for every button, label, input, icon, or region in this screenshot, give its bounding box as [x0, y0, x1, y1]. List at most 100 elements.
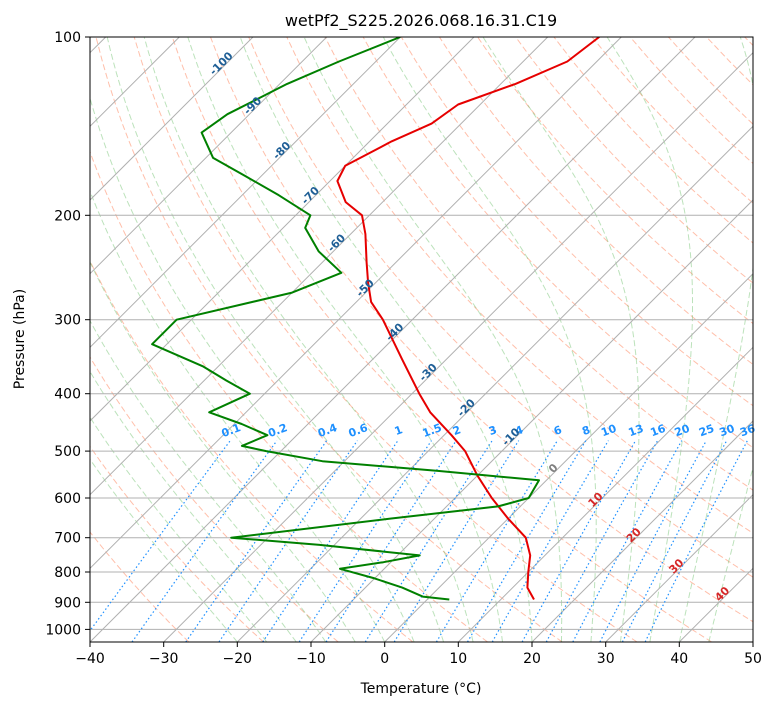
x-tick-label: 50 — [744, 651, 762, 667]
moist-adiabat-line — [90, 370, 297, 642]
mixing-ratio-line — [298, 440, 432, 642]
dry-adiabat-line — [90, 531, 190, 642]
y-tick-label: 100 — [54, 30, 81, 46]
x-axis-label: Temperature (°C) — [360, 681, 482, 697]
mixing-ratio-label: 0.1 — [220, 421, 243, 440]
axis-ticks: −40 −30 −20 −10 0 10 20 30 40 5010020030040050060… — [45, 30, 762, 667]
mixing-ratio-label: 6 — [552, 423, 564, 438]
x-tick-label: −30 — [149, 651, 179, 667]
x-tick-label: 20 — [523, 651, 541, 667]
mixing-ratio-line — [262, 440, 399, 642]
dry-adiabat-line — [95, 37, 563, 642]
mixing-ratio-label: 0.2 — [266, 421, 289, 440]
y-tick-label: 700 — [54, 531, 81, 547]
dry-adiabat-line — [90, 150, 488, 642]
sounding-profiles — [151, 37, 600, 601]
mixing-ratio-label: 10 — [599, 422, 618, 440]
dry-adiabat-line — [438, 37, 753, 366]
x-tick-label: 30 — [597, 651, 615, 667]
dry-adiabat-line — [90, 445, 264, 642]
mixing-ratio-label: 16 — [649, 422, 668, 440]
chart-title: wetPf2_S225.2026.068.16.31.C19 — [285, 11, 557, 31]
moist-adiabat-line — [303, 37, 563, 642]
isotherm-line — [457, 346, 753, 642]
x-tick-label: −20 — [223, 651, 253, 667]
isotherm-line — [752, 641, 753, 642]
isotherm-line — [90, 37, 328, 275]
plot-frame — [89, 36, 754, 643]
dewpoint-profile-line — [151, 37, 540, 601]
mixing-ratio-line — [90, 440, 231, 632]
mixing-ratio-label: 0.4 — [316, 421, 339, 440]
dry-adiabat-line — [90, 356, 339, 642]
moist-adiabat-line — [382, 37, 597, 642]
x-tick-label: −40 — [75, 651, 105, 667]
mixing-ratio-line — [644, 440, 748, 642]
mixing-ratio-line — [131, 440, 278, 642]
y-tick-label: 600 — [54, 491, 81, 507]
y-tick-label: 300 — [54, 313, 81, 329]
moist-adiabat-line — [90, 260, 356, 642]
temperature-profile-line — [336, 37, 600, 600]
mixing-ratio-line — [393, 440, 520, 642]
mixing-ratio-label: 30 — [718, 422, 737, 440]
mixing-ratio-label: 1.5 — [421, 421, 444, 440]
moist-adiabat-line — [239, 37, 533, 642]
moist-adiabat-line — [106, 37, 445, 642]
dry-adiabat-line — [400, 37, 753, 407]
y-tick-label: 1000 — [45, 622, 81, 638]
dry-adiabat-line — [210, 37, 753, 623]
mixing-ratio-label: 25 — [697, 422, 716, 439]
mixing-ratio-label: 4 — [513, 423, 525, 438]
x-tick-label: 0 — [380, 651, 389, 667]
y-axis-label: Pressure (hPa) — [12, 289, 28, 389]
mixing-ratio-line — [435, 440, 558, 642]
moist-adiabat-line — [90, 189, 386, 642]
moist-adiabat-line — [482, 37, 640, 642]
mixing-ratio-label: 8 — [580, 423, 592, 438]
background-lines — [90, 37, 753, 642]
mixing-ratio-label: 3 — [487, 423, 499, 438]
mixing-ratio-label: 2 — [451, 423, 463, 438]
isotherm-line — [310, 199, 753, 642]
mixing-ratio-line — [491, 440, 609, 642]
mixing-ratio-line — [185, 440, 328, 642]
isotherm-line — [90, 37, 622, 570]
mixing-ratio-line — [572, 440, 683, 642]
moist-adiabat-line — [187, 37, 503, 642]
x-tick-label: 10 — [449, 651, 467, 667]
dry-adiabat-line — [133, 37, 638, 642]
isotherm-line — [531, 420, 753, 642]
y-tick-label: 200 — [54, 208, 81, 224]
moist-adiabat-line — [90, 458, 238, 642]
mixing-ratio-label: 13 — [627, 422, 646, 439]
moist-adiabat-line — [143, 37, 474, 642]
dry-adiabat-line — [515, 37, 753, 284]
mixing-ratio-label: 20 — [673, 422, 692, 440]
isotherm-line — [236, 125, 753, 642]
mixing-ratio-line — [364, 440, 493, 642]
moist-adiabat-line — [678, 37, 753, 642]
isotherm-line — [384, 272, 753, 642]
y-tick-label: 800 — [54, 565, 81, 581]
mixing-ratio-line — [545, 440, 659, 642]
isotherm-line — [90, 37, 401, 349]
plot-background — [90, 37, 753, 642]
moist-adiabat-line — [90, 416, 268, 642]
dry-adiabat-line — [171, 37, 712, 642]
x-tick-label: 40 — [670, 651, 688, 667]
isotherm-line — [90, 37, 549, 496]
isotherm-line — [90, 37, 475, 422]
x-tick-label: −10 — [296, 651, 326, 667]
isotherm-line — [605, 493, 753, 642]
mixing-ratio-line — [521, 440, 637, 642]
mixing-ratio-line — [466, 440, 587, 642]
mixing-ratio-label: 0.6 — [347, 421, 370, 440]
mixing-ratio-line — [325, 440, 457, 642]
isotherm-line — [90, 37, 254, 201]
moist-adiabat-line — [606, 37, 693, 642]
y-tick-label: 400 — [54, 387, 81, 403]
mixing-ratio-label: 1 — [393, 423, 405, 438]
dry-adiabat-line — [248, 37, 753, 578]
